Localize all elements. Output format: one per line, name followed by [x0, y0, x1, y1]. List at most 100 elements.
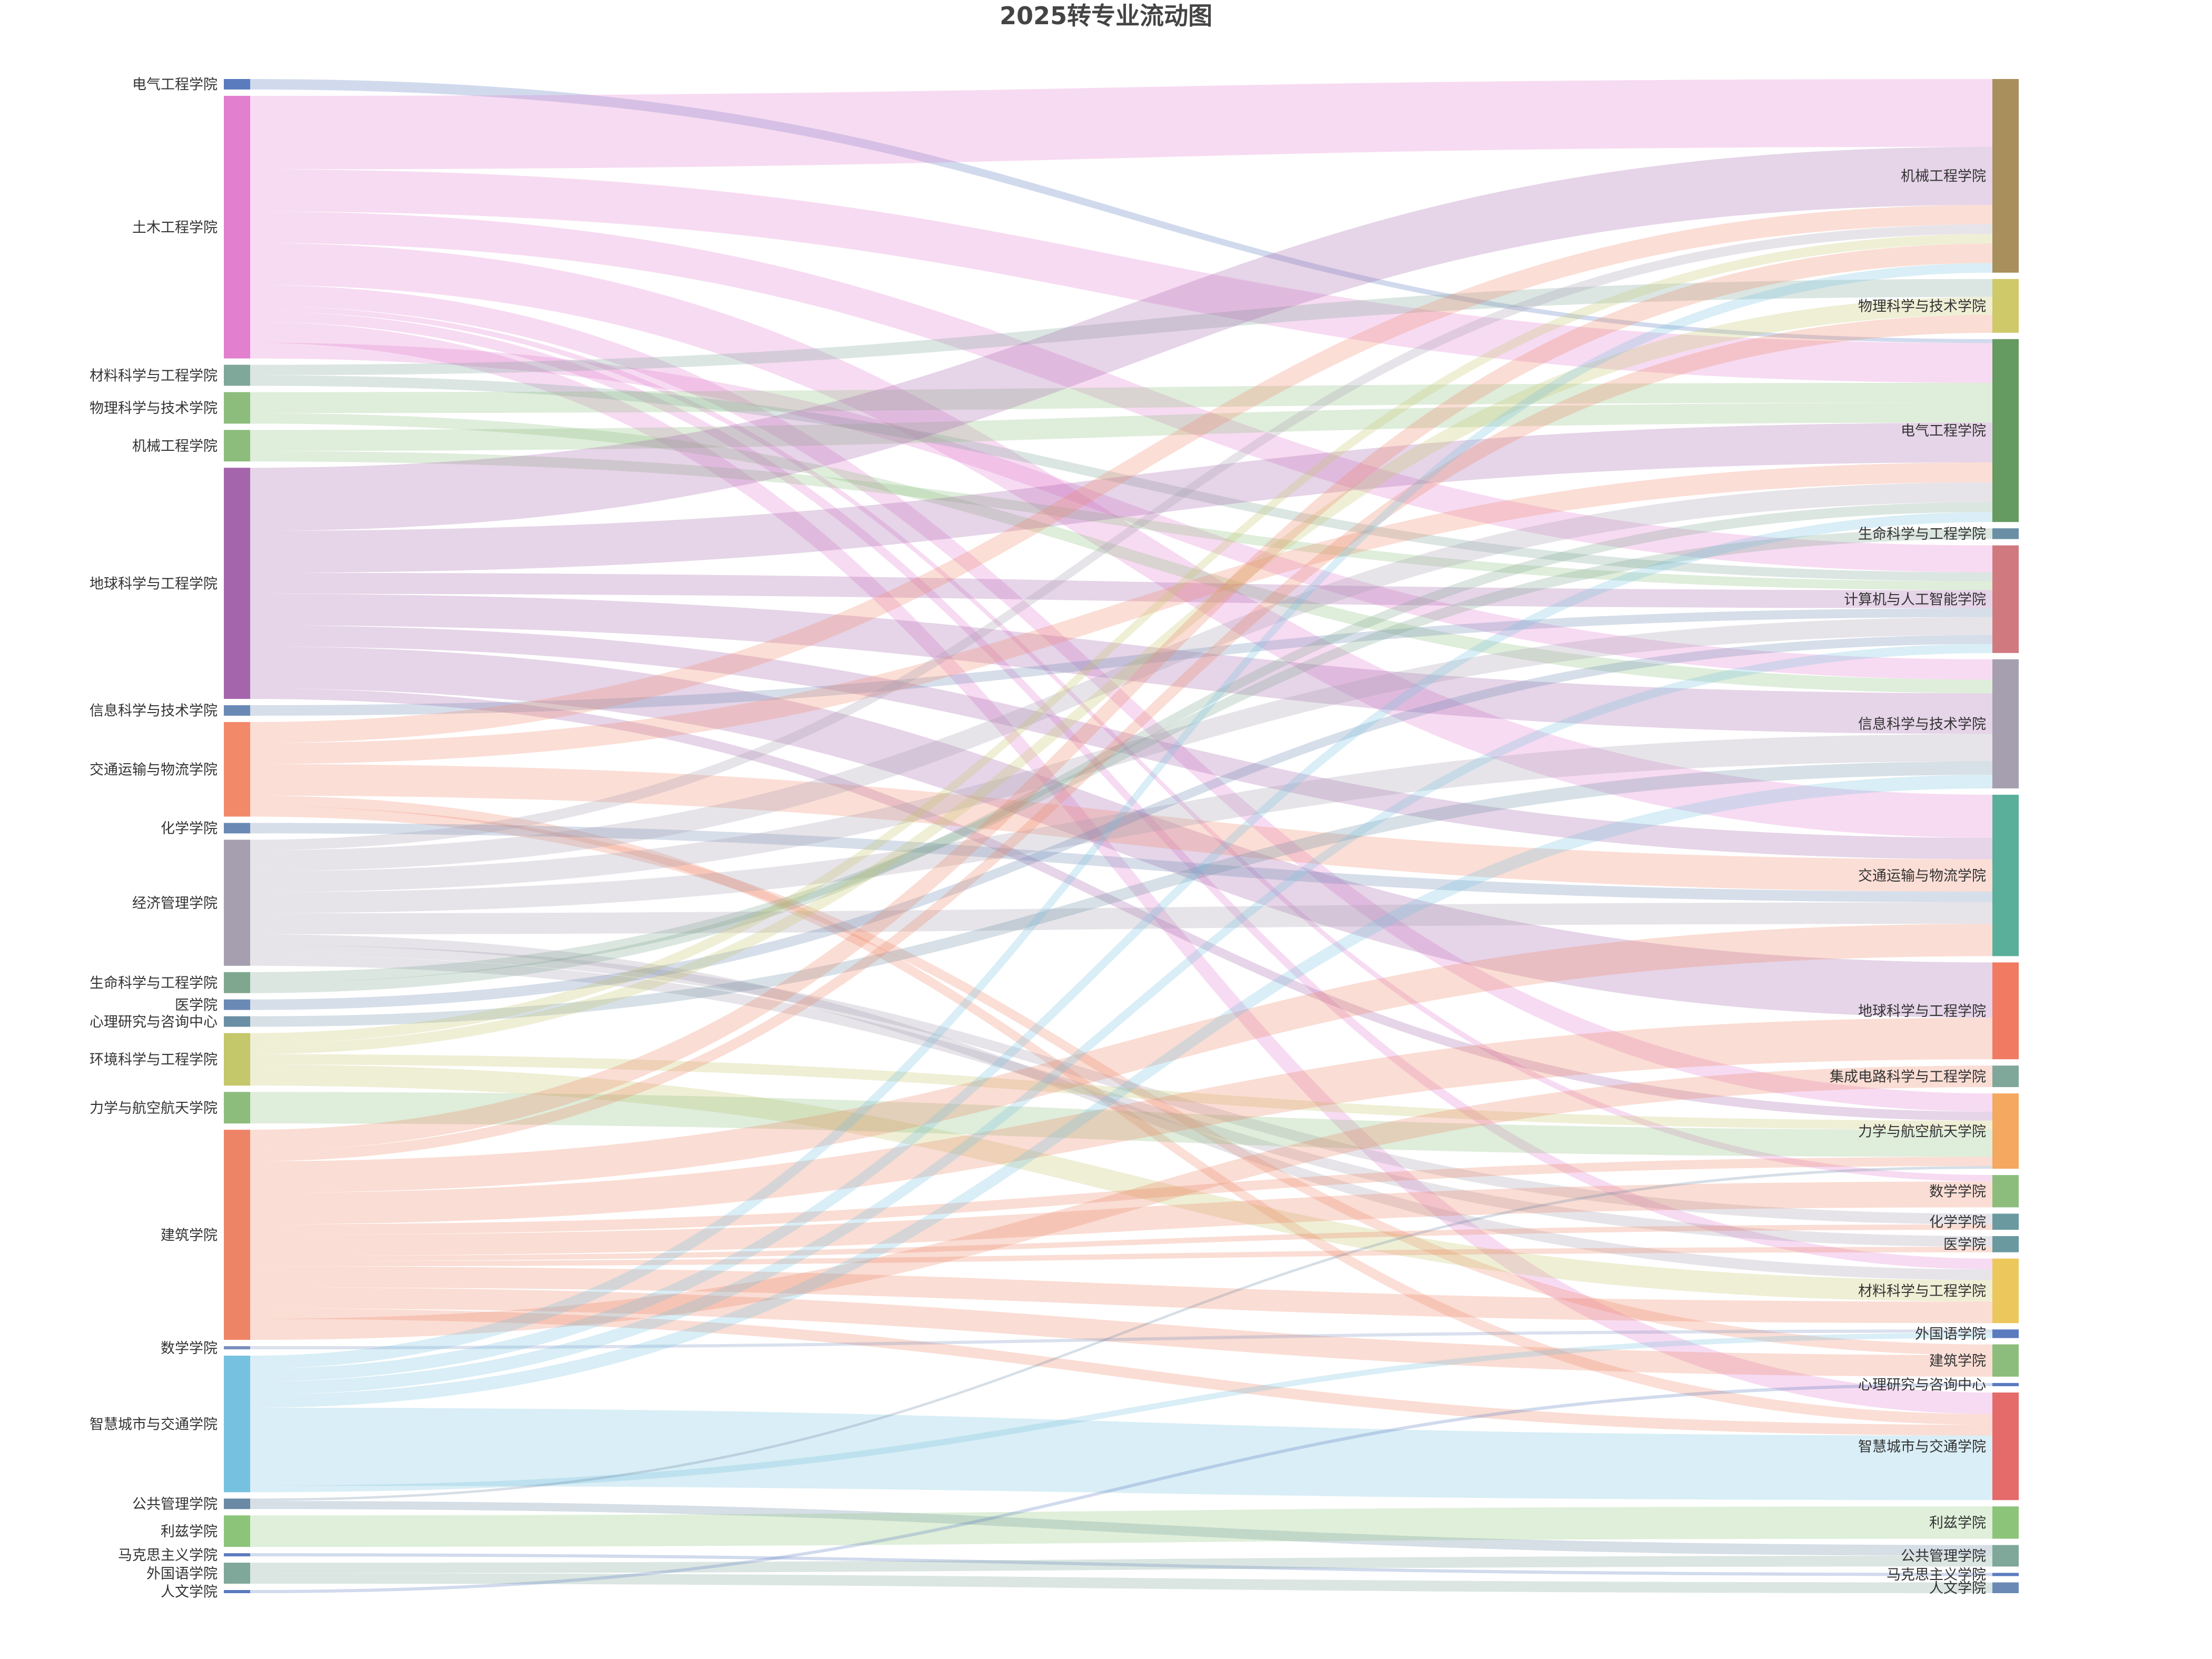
source-node-7[interactable]: [224, 722, 250, 817]
source-node-10[interactable]: [224, 972, 250, 993]
flow-link[interactable]: [250, 1092, 1992, 1157]
flow-link[interactable]: [250, 902, 1992, 934]
flow-link[interactable]: [250, 375, 1992, 581]
flow-link[interactable]: [250, 775, 1992, 1408]
flow-link[interactable]: [250, 451, 1992, 590]
target-node-11[interactable]: [1992, 1213, 2019, 1230]
target-node-12[interactable]: [1992, 1236, 2019, 1252]
flow-link[interactable]: [250, 528, 1992, 983]
source-node-0[interactable]: [224, 79, 250, 90]
flow-link[interactable]: [250, 1556, 1992, 1574]
flow-link[interactable]: [250, 1553, 1992, 1576]
flow-link[interactable]: [250, 734, 1992, 914]
flow-link[interactable]: [250, 1054, 1992, 1130]
flow-link[interactable]: [250, 305, 1992, 1182]
flow-link[interactable]: [250, 761, 1992, 1027]
flow-link[interactable]: [250, 205, 1992, 743]
flow-link[interactable]: [250, 944, 1992, 1224]
target-node-6[interactable]: [1992, 794, 2019, 956]
flow-link[interactable]: [250, 382, 1992, 413]
flow-link[interactable]: [250, 311, 1992, 1270]
source-node-5[interactable]: [224, 468, 250, 699]
flow-link[interactable]: [250, 924, 1992, 1193]
flow-link[interactable]: [250, 1181, 1992, 1256]
flow-link[interactable]: [250, 1573, 1992, 1593]
flow-link[interactable]: [250, 462, 1992, 764]
flow-link[interactable]: [250, 146, 1992, 531]
flow-link[interactable]: [250, 617, 1992, 893]
flow-link[interactable]: [250, 482, 1992, 872]
target-node-4[interactable]: [1992, 545, 2019, 653]
target-node-5[interactable]: [1992, 659, 2019, 788]
flow-link[interactable]: [250, 934, 1992, 1280]
flow-link[interactable]: [250, 422, 1992, 573]
source-node-8[interactable]: [224, 823, 250, 834]
target-node-16[interactable]: [1992, 1382, 2019, 1387]
flow-link[interactable]: [250, 1329, 1992, 1350]
flow-link[interactable]: [250, 1332, 1992, 1493]
flow-link[interactable]: [250, 413, 1992, 694]
flow-link[interactable]: [250, 1287, 1992, 1377]
flow-link[interactable]: [250, 234, 1992, 1044]
target-node-10[interactable]: [1992, 1175, 2019, 1208]
flow-link[interactable]: [250, 512, 1992, 1382]
flow-link[interactable]: [250, 1407, 1992, 1500]
source-node-11[interactable]: [224, 999, 250, 1010]
source-node-17[interactable]: [224, 1356, 250, 1493]
source-node-3[interactable]: [224, 392, 250, 424]
target-node-13[interactable]: [1992, 1258, 2019, 1324]
target-node-7[interactable]: [1992, 962, 2019, 1060]
source-node-9[interactable]: [224, 840, 250, 966]
flow-link[interactable]: [250, 79, 1992, 343]
source-node-16[interactable]: [224, 1346, 250, 1350]
source-node-2[interactable]: [224, 364, 250, 386]
flow-link[interactable]: [250, 1157, 1992, 1235]
target-node-15[interactable]: [1992, 1344, 2019, 1377]
source-node-18[interactable]: [224, 1498, 250, 1509]
flow-link[interactable]: [250, 806, 1992, 1356]
target-node-20[interactable]: [1992, 1573, 2019, 1576]
source-node-15[interactable]: [224, 1130, 250, 1340]
flow-link[interactable]: [250, 1065, 1992, 1340]
flow-link[interactable]: [250, 263, 1992, 1369]
target-node-8[interactable]: [1992, 1065, 2019, 1088]
source-node-19[interactable]: [224, 1515, 250, 1547]
target-node-3[interactable]: [1992, 528, 2019, 539]
flow-link[interactable]: [250, 1308, 1992, 1436]
flow-link[interactable]: [250, 297, 1992, 1054]
source-node-14[interactable]: [224, 1092, 250, 1124]
flow-link[interactable]: [250, 211, 1992, 572]
source-node-22[interactable]: [224, 1590, 250, 1593]
target-node-9[interactable]: [1992, 1093, 2019, 1169]
target-node-2[interactable]: [1992, 339, 2019, 522]
source-node-1[interactable]: [224, 95, 250, 359]
source-node-4[interactable]: [224, 430, 250, 462]
flow-link[interactable]: [250, 688, 1992, 1121]
flow-link[interactable]: [250, 1166, 1992, 1501]
flow-link[interactable]: [250, 1506, 1992, 1547]
source-node-13[interactable]: [224, 1033, 250, 1086]
source-node-21[interactable]: [224, 1563, 250, 1584]
flow-link[interactable]: [250, 169, 1992, 383]
flow-link[interactable]: [250, 402, 1992, 451]
flow-link[interactable]: [250, 644, 1992, 1395]
target-node-18[interactable]: [1992, 1506, 2019, 1539]
flow-link[interactable]: [250, 1382, 1992, 1593]
flow-link[interactable]: [250, 594, 1992, 734]
flow-link[interactable]: [250, 314, 1992, 1161]
target-node-19[interactable]: [1992, 1545, 2019, 1567]
flow-link[interactable]: [250, 764, 1992, 892]
target-node-0[interactable]: [1992, 79, 2019, 273]
flow-link[interactable]: [250, 1247, 1992, 1267]
flow-link[interactable]: [250, 243, 1992, 838]
flow-link[interactable]: [250, 342, 1992, 680]
target-node-14[interactable]: [1992, 1329, 2019, 1338]
flow-link[interactable]: [250, 279, 1992, 376]
flow-link[interactable]: [250, 608, 1992, 716]
flow-link[interactable]: [250, 795, 1992, 1425]
flow-link[interactable]: [250, 1500, 1992, 1556]
flow-link[interactable]: [250, 321, 1992, 1414]
flow-link[interactable]: [250, 79, 1992, 170]
flow-link[interactable]: [250, 823, 1992, 903]
target-node-21[interactable]: [1992, 1582, 2019, 1593]
